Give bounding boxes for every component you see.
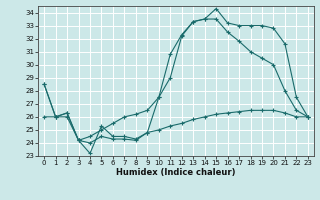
X-axis label: Humidex (Indice chaleur): Humidex (Indice chaleur) bbox=[116, 168, 236, 177]
